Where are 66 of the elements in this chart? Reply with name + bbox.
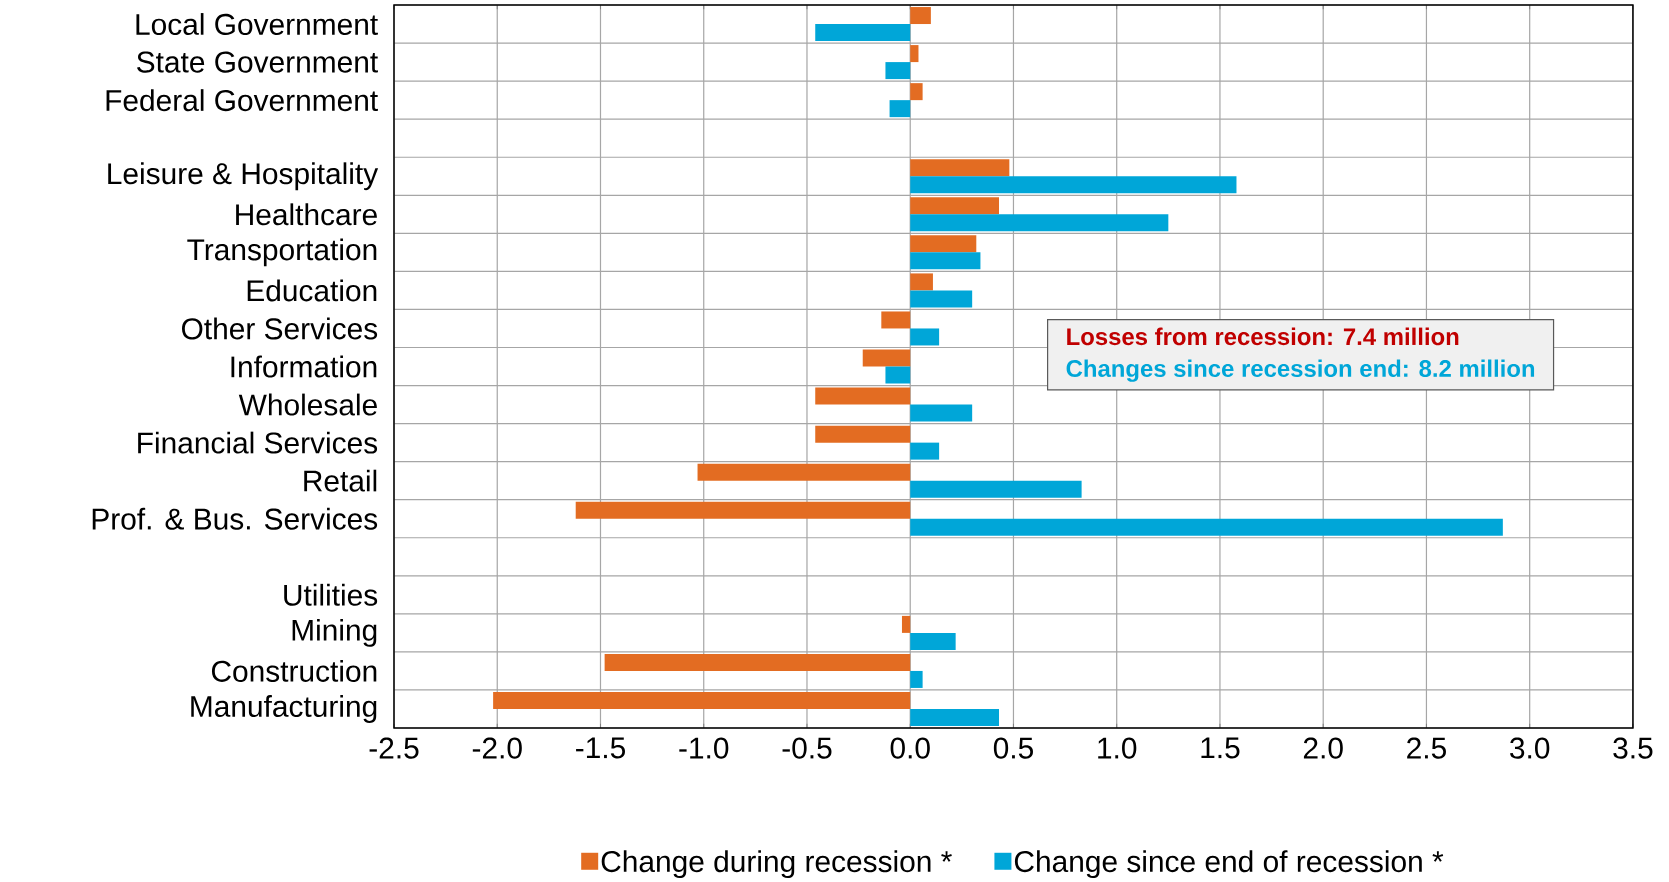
bar — [910, 404, 973, 422]
bar — [910, 442, 940, 460]
y-tick-label: Retail — [304, 469, 377, 492]
bar — [910, 235, 977, 253]
x-tick-label: -2.0 — [472, 737, 522, 759]
y-tick-label: Education — [247, 279, 377, 302]
bar — [910, 7, 931, 25]
bar — [604, 653, 911, 671]
y-tick-label: Healthcare — [236, 203, 377, 226]
bar — [493, 691, 911, 709]
x-tick-label: 2.0 — [1303, 737, 1343, 759]
y-tick-label: State Government — [137, 51, 378, 73]
x-tick-label: -2.5 — [369, 737, 419, 759]
bar — [910, 709, 1000, 726]
x-tick-label: 0.0 — [890, 737, 930, 759]
bar — [910, 159, 1010, 177]
bar — [910, 670, 923, 688]
bar — [815, 24, 911, 42]
bar — [910, 632, 956, 650]
annotation: Losses from recession: 7.4 million — [1067, 327, 1459, 346]
bar — [862, 349, 911, 367]
y-tick-label: Leisure & Hospitality — [108, 162, 379, 191]
bar — [910, 518, 1503, 536]
bar — [910, 45, 919, 63]
y-tick-label: Manufacturing — [191, 695, 377, 723]
x-tick-label: 3.5 — [1613, 737, 1653, 759]
x-tick-label: 2.5 — [1407, 737, 1446, 759]
y-tick-label: Wholesale — [238, 393, 377, 416]
x-tick-label: -0.5 — [782, 737, 832, 759]
y-tick-label: Utilities — [284, 583, 378, 606]
bar — [910, 252, 981, 270]
y-tick-label: Financial Services — [138, 431, 378, 454]
x-tick-label: 0.5 — [993, 737, 1033, 759]
bar — [910, 214, 1169, 232]
bar — [901, 615, 911, 633]
x-tick-label: 1.5 — [1201, 737, 1240, 759]
bar — [910, 83, 923, 101]
x-tick-label: 1.0 — [1098, 737, 1137, 759]
bar — [910, 197, 1000, 215]
bar — [910, 176, 1237, 194]
legend-label: Change during recession * — [601, 850, 952, 879]
y-tick-label: Information — [231, 355, 377, 378]
x-tick-label: 3.0 — [1510, 737, 1550, 759]
y-tick-label: Transportation — [187, 238, 377, 267]
x-tick-label: -1.0 — [679, 737, 729, 759]
y-tick-label: Prof. & Bus. Services — [92, 507, 378, 530]
legend-label: Change since end of recession * — [1014, 850, 1444, 879]
bar — [881, 311, 911, 329]
x-tick-label: -1.5 — [576, 737, 625, 759]
y-tick-label: Other Services — [181, 317, 378, 340]
annotation: Changes since recession end: 8.2 million — [1066, 359, 1535, 382]
bar — [910, 328, 940, 346]
y-tick-label: Local Government — [136, 13, 378, 36]
bar — [815, 425, 911, 443]
y-tick-label: Construction — [211, 659, 377, 682]
bar — [885, 62, 911, 80]
bar — [910, 480, 1082, 498]
y-tick-label: Mining — [292, 618, 377, 647]
bar — [889, 100, 911, 118]
bar — [885, 366, 911, 384]
y-tick-label: Federal Government — [106, 89, 378, 112]
bar — [575, 501, 911, 519]
bar — [910, 290, 973, 308]
bar — [697, 463, 911, 481]
bar — [815, 387, 911, 405]
bar — [910, 273, 933, 291]
